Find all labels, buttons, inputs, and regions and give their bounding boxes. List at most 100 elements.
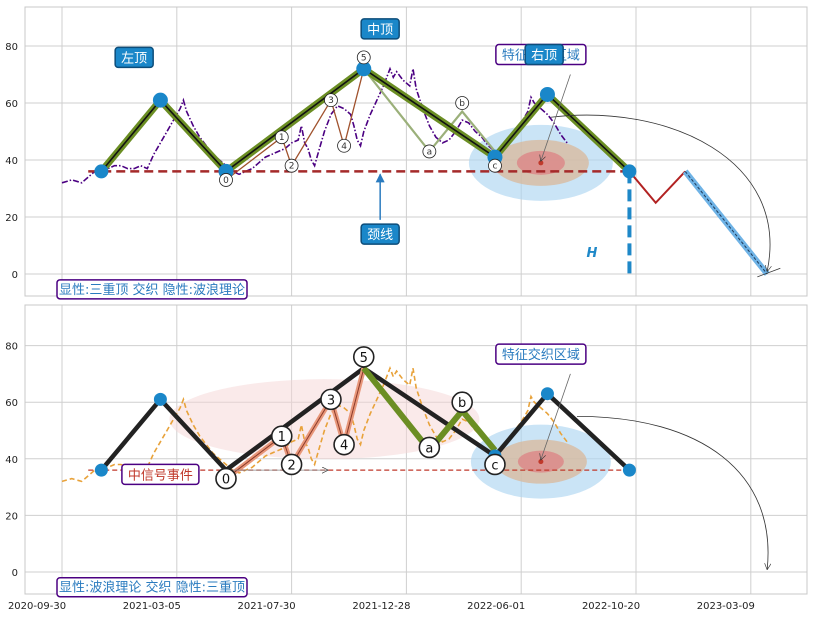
wave-label-a-ring [418,436,441,459]
right-top-label-box [524,43,564,66]
zone-center-dot [538,160,544,166]
wave-correction-line [362,68,496,154]
wave-label-b-ring [455,96,470,110]
zone-label-box [495,343,587,365]
wave-label-5-text: 5 [360,351,368,366]
wave-label-3: 3 [324,93,338,108]
target-label: H [586,246,597,261]
x-tick-label: 2022-10-20 [582,601,640,612]
wave-label-c-ring [488,158,502,173]
wave-label-5: 5 [352,346,375,368]
wave-label-5-ring [352,346,375,368]
mid-top-label: 中顶 [360,18,400,40]
wave-label-b: b [455,96,470,110]
right-top-label: 右顶 [524,43,564,66]
event-label-text: 中信号事件 [128,468,193,483]
left-top-label-box [114,46,154,69]
y-tick-label: 0 [12,270,18,281]
wave-label-1-text: 1 [278,430,286,445]
wave-label-c-ring [484,453,506,476]
left-top-label: 左顶 [114,46,154,69]
projection-2-line [684,171,768,275]
x-tick-label: 2021-12-28 [352,601,410,612]
wave-label-1-ring [274,130,289,145]
wave-label-a: a [422,144,437,159]
wave-label-0: 0 [219,173,233,187]
wave-zone [169,379,480,460]
wave-label-b-ring [451,391,473,414]
neckline-label: 颈线 [360,223,400,245]
zone-label-text: 特征交织区域 [502,347,580,363]
wave-label-4: 4 [337,138,351,153]
y-tick-label: 60 [5,398,18,409]
wave-label-3-text: 3 [328,96,334,106]
zone-arrow [541,74,571,161]
wave-label-c: c [484,453,506,476]
wave-label-4-ring [337,138,351,153]
wave-label-1: 1 [270,425,293,447]
left-top-label-text: 左顶 [121,51,147,66]
wave-impulse-line [225,68,365,181]
wave-label-2-ring [284,158,299,173]
wave-label-3-text: 3 [327,393,335,408]
projection-1-line [628,170,686,205]
pattern-point [622,463,636,477]
arrow-tick [757,267,781,278]
pattern-point [622,164,637,179]
wave-label-a: a [418,436,441,459]
curved-arrow [576,415,768,569]
pattern-point [539,86,555,102]
event-label: 中信号事件 [121,463,200,486]
wave-label-0-ring [219,173,233,187]
wave-label-2: 2 [284,158,299,173]
wave-label-a-text: a [427,147,433,157]
top-panel: 020406080H012345abc左顶中顶颈线特征交织区域右顶显性:三重顶 … [5,6,808,300]
y-tick-label: 40 [5,455,18,466]
wave-label-4-text: 4 [340,439,348,454]
wave-label-c: c [488,158,502,173]
y-tick-label: 20 [5,213,18,224]
zone-label: 特征交织区域 [495,343,587,365]
legend-box: 显性:波浪理论 交织 隐性:三重顶 [56,576,248,598]
wave-label-0-text: 0 [223,176,229,186]
wave-label-2-text: 2 [287,458,295,473]
wave-correction-line [361,366,498,454]
y-tick-label: 80 [5,342,18,353]
wave-label-a-text: a [425,441,433,456]
wave-label-2-ring [280,453,303,476]
wave-label-5: 5 [356,50,371,65]
wave-label-b: b [451,391,473,414]
right-top-label-text: 右顶 [531,49,557,64]
legend-text: 显性:三重顶 交织 隐性:波浪理论 [59,282,245,298]
wave-label-0-ring [215,467,237,490]
mid-top-label-box [360,18,400,40]
wave-label-4: 4 [333,433,355,456]
wave-label-5-ring [356,50,371,65]
wave-label-2: 2 [280,453,303,476]
pattern-point [94,463,108,477]
wave-label-a-ring [422,144,437,159]
zone-arrow [541,373,571,460]
wave-label-c-text: c [491,458,498,473]
pattern-point [540,387,554,401]
wave-label-1: 1 [274,130,289,145]
wave-label-3-ring [324,93,338,108]
neckline-label-text: 颈线 [367,228,393,243]
y-tick-label: 60 [5,99,18,110]
pattern-point [94,164,109,179]
legend-rect [56,279,248,300]
wave-label-3: 3 [320,388,342,411]
mid-top-label-text: 中顶 [367,23,393,38]
zone-center-dot [538,459,544,465]
wave-label-b-text: b [458,396,466,411]
wave-label-0-text: 0 [222,473,230,488]
legend-text: 显性:波浪理论 交织 隐性:三重顶 [59,580,245,596]
pattern-point [152,92,168,108]
panel-frame [24,304,808,595]
panel-frame [24,6,808,297]
y-tick-label: 20 [5,511,18,522]
pattern-point [356,61,372,77]
